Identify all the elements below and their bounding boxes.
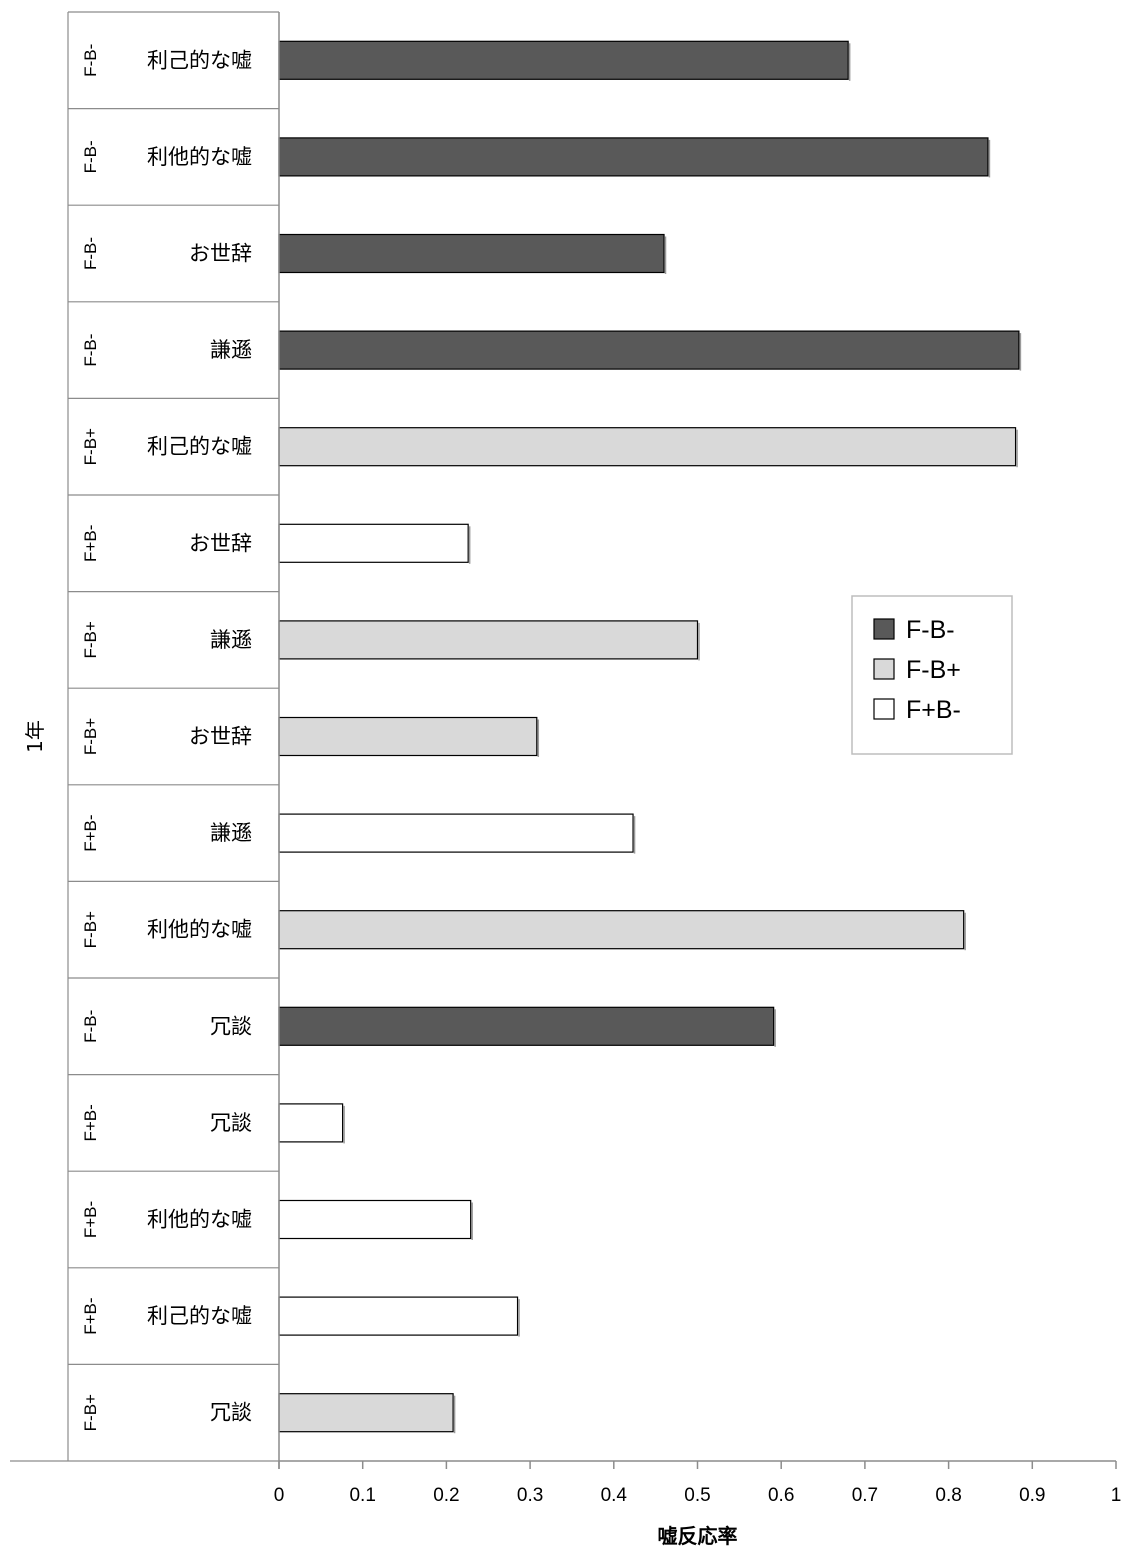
condition-label: F+B- bbox=[81, 814, 100, 851]
category-label: 冗談 bbox=[210, 1111, 252, 1135]
bar bbox=[278, 813, 634, 853]
category-label: 利己的な嘘 bbox=[147, 48, 252, 72]
condition-label: F-B+ bbox=[81, 621, 100, 658]
legend-label: F-B+ bbox=[906, 656, 961, 684]
x-tick-label: 0.9 bbox=[1019, 1485, 1045, 1506]
x-tick-label: 0.4 bbox=[601, 1485, 628, 1506]
bars-layer bbox=[278, 40, 1022, 1434]
x-tick-label: 0 bbox=[274, 1485, 285, 1506]
x-tick-label: 0.7 bbox=[852, 1485, 878, 1506]
bar bbox=[278, 523, 469, 563]
bar bbox=[278, 40, 849, 80]
bar bbox=[278, 427, 1017, 467]
legend-swatch bbox=[873, 698, 895, 720]
condition-label: F-B+ bbox=[81, 1394, 100, 1431]
legend-label: F+B- bbox=[906, 696, 961, 724]
condition-label: F-B- bbox=[81, 1010, 100, 1043]
bar bbox=[278, 1103, 344, 1143]
bar bbox=[278, 1199, 472, 1240]
category-label: 利他的な嘘 bbox=[147, 918, 252, 942]
category-label: お世辞 bbox=[189, 242, 252, 266]
bar bbox=[278, 1296, 519, 1336]
axes-layer: 0 0.1 0.2 0.3 0.4 0.5 0.6 0.7 0.8 0.9 1 bbox=[10, 11, 1122, 1506]
legend-label: F-B- bbox=[906, 616, 955, 644]
category-label: 謙遜 bbox=[210, 628, 252, 652]
x-axis-title: 嘘反応率 bbox=[658, 1524, 738, 1548]
bar bbox=[278, 330, 1020, 370]
bar bbox=[278, 233, 665, 274]
x-tick-label: 0.5 bbox=[684, 1485, 710, 1506]
category-label: お世辞 bbox=[189, 531, 252, 555]
category-label: 謙遜 bbox=[210, 338, 252, 362]
bar bbox=[278, 716, 538, 757]
category-label: 謙遜 bbox=[210, 821, 252, 845]
condition-label: F-B- bbox=[81, 237, 100, 270]
condition-label: F-B- bbox=[81, 44, 100, 77]
bar bbox=[278, 1393, 454, 1433]
category-label: 冗談 bbox=[210, 1401, 252, 1425]
bar bbox=[278, 1006, 775, 1046]
category-label: 利他的な嘘 bbox=[147, 145, 252, 169]
condition-label: F-B+ bbox=[81, 428, 100, 465]
condition-label: F+B- bbox=[81, 1104, 100, 1141]
condition-label: F-B+ bbox=[81, 718, 100, 755]
condition-label: F-B- bbox=[81, 334, 100, 367]
category-label: 利己的な嘘 bbox=[147, 435, 252, 459]
legend: F-B- F-B+ F+B- bbox=[851, 595, 1013, 755]
category-label: 利他的な嘘 bbox=[147, 1208, 252, 1232]
condition-label: F+B- bbox=[81, 1201, 100, 1238]
bar bbox=[278, 620, 699, 660]
bar bbox=[278, 137, 989, 177]
group-label: 1年 bbox=[23, 720, 47, 753]
legend-swatch bbox=[873, 658, 895, 680]
x-tick-label: 0.8 bbox=[935, 1485, 961, 1506]
x-tick-label: 1 bbox=[1111, 1485, 1122, 1506]
condition-label: F+B- bbox=[81, 1297, 100, 1334]
condition-label: F-B- bbox=[81, 140, 100, 173]
bar bbox=[278, 910, 965, 950]
x-tick-label: 0.1 bbox=[349, 1485, 375, 1506]
x-tick-label: 0.2 bbox=[433, 1485, 459, 1506]
legend-swatch bbox=[873, 618, 895, 640]
category-label: 利己的な嘘 bbox=[147, 1304, 252, 1328]
x-tick-label: 0.6 bbox=[768, 1485, 794, 1506]
x-tick-label: 0.3 bbox=[517, 1485, 543, 1506]
category-label: 冗談 bbox=[210, 1014, 252, 1038]
category-label: お世辞 bbox=[189, 725, 252, 749]
labels-layer: 利己的な嘘 F-B- 利他的な嘘 F-B- お世辞 F-B- 謙遜 F-B- 利己的な嘘 F-B+… bbox=[81, 44, 252, 1432]
condition-label: F-B+ bbox=[81, 911, 100, 948]
condition-label: F+B- bbox=[81, 525, 100, 562]
